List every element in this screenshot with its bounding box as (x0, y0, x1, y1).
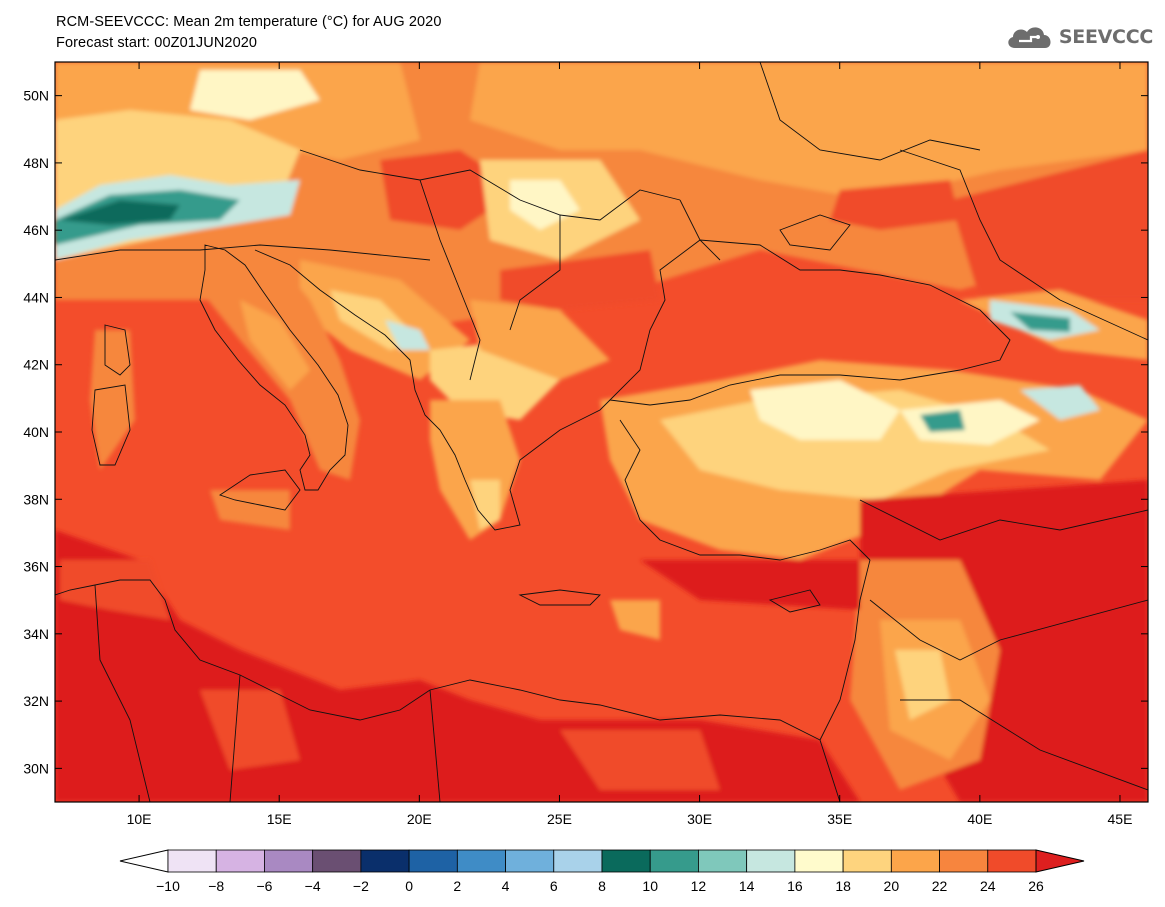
colorbar-swatch (987, 849, 1037, 873)
lat-tick-label: 46N (23, 222, 49, 238)
coastlines (55, 62, 1148, 802)
lon-tick-label: 40E (967, 811, 992, 827)
cloud-icon (1008, 27, 1051, 48)
colorbar-swatch (312, 849, 362, 873)
colorbar-swatch (505, 849, 555, 873)
colorbar-label: 22 (932, 878, 948, 894)
lon-tick-label: 10E (127, 811, 152, 827)
colorbar-swatch (794, 849, 844, 873)
lat-tick-label: 36N (23, 559, 49, 575)
colorbar-label: 6 (550, 878, 558, 894)
latitude-axis: 30N 32N 34N 36N 38N 40N 42N 44N 46N 48N 50N (23, 88, 1148, 776)
colorbar-label: 10 (642, 878, 658, 894)
forecast-start: Forecast start: 00Z01JUN2020 (56, 35, 258, 51)
colorbar-swatch (408, 849, 458, 873)
lon-tick-label: 45E (1108, 811, 1133, 827)
colorbar-low-arrow (119, 849, 169, 873)
colorbar-swatch (456, 849, 506, 873)
colorbar-swatch (939, 849, 989, 873)
lat-tick-label: 44N (23, 289, 49, 305)
lat-tick-label: 40N (23, 424, 49, 440)
lon-tick-label: 25E (547, 811, 572, 827)
longitude-axis: 10E 15E 20E 25E 30E 35E 40E 45E (127, 62, 1133, 827)
colorbar-swatch (746, 849, 796, 873)
colorbar-swatch (601, 849, 651, 873)
colorbar-label: 2 (453, 878, 461, 894)
map-title: RCM-SEEVCCC: Mean 2m temperature (°C) fo… (56, 14, 442, 30)
colorbar-swatch (842, 849, 892, 873)
colorbar-label: −10 (156, 878, 180, 894)
lat-tick-label: 32N (23, 693, 49, 709)
lon-tick-label: 30E (687, 811, 712, 827)
colorbar-swatch (553, 849, 603, 873)
lat-tick-label: 50N (23, 88, 49, 104)
colorbar-label: 12 (691, 878, 707, 894)
seevccc-logo: SEEVCCC (1005, 22, 1153, 52)
colorbar-label: 18 (835, 878, 851, 894)
colorbar-swatch (698, 849, 748, 873)
colorbar-label: −4 (305, 878, 321, 894)
lat-tick-label: 48N (23, 155, 49, 171)
colorbar-swatch (890, 849, 940, 873)
colorbar-label: −2 (353, 878, 369, 894)
colorbar-swatch (360, 849, 410, 873)
colorbar-label: −6 (256, 878, 272, 894)
lat-tick-label: 38N (23, 491, 49, 507)
colorbar-label: 26 (1028, 878, 1044, 894)
colorbar-swatch (264, 849, 314, 873)
colorbar: −10 −8 −6 −4 −2 0 2 4 6 8 10 12 14 16 18 20 22 24 26 (119, 849, 1085, 894)
colorbar-swatch (649, 849, 699, 873)
colorbar-label: 4 (502, 878, 510, 894)
colorbar-label: 16 (787, 878, 803, 894)
lat-tick-label: 30N (23, 760, 49, 776)
colorbar-label: −8 (208, 878, 224, 894)
colorbar-swatch (167, 849, 217, 873)
colorbar-label: 14 (739, 878, 755, 894)
lon-tick-label: 35E (827, 811, 852, 827)
lon-tick-label: 15E (267, 811, 292, 827)
lat-tick-label: 42N (23, 357, 49, 373)
temperature-field (55, 62, 1148, 802)
colorbar-label: 24 (980, 878, 996, 894)
colorbar-high-arrow (1035, 849, 1085, 873)
colorbar-swatch (215, 849, 265, 873)
lat-tick-label: 34N (23, 626, 49, 642)
logo-text: SEEVCCC (1058, 26, 1153, 48)
colorbar-label: 20 (884, 878, 900, 894)
colorbar-label: 0 (405, 878, 413, 894)
colorbar-label: 8 (598, 878, 606, 894)
lon-tick-label: 20E (407, 811, 432, 827)
